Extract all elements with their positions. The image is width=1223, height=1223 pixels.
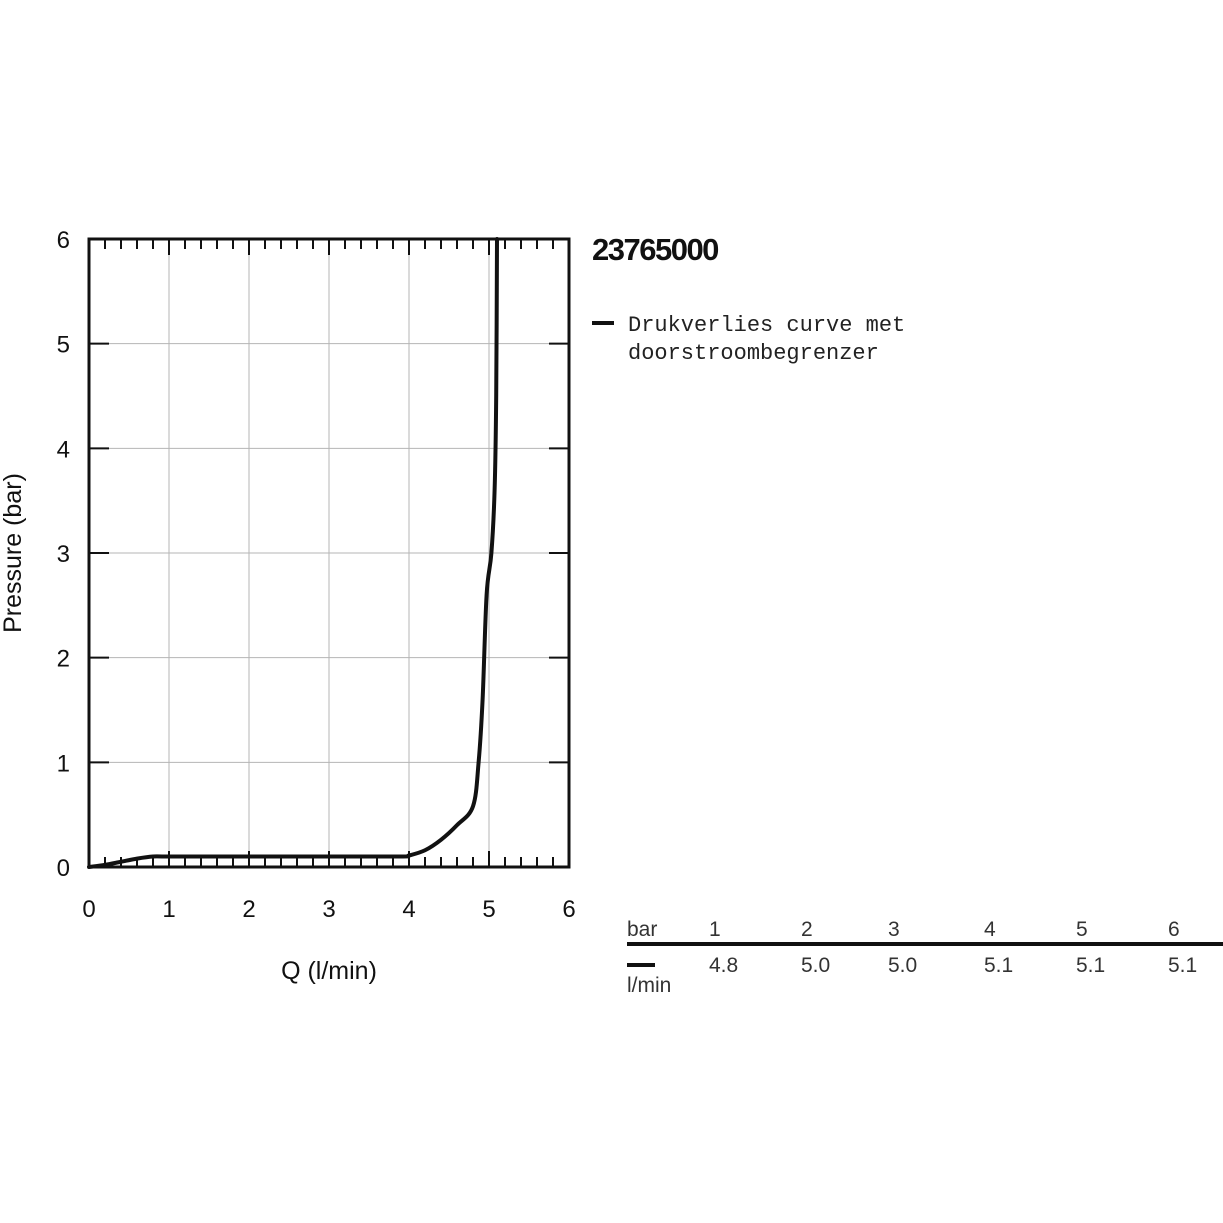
plot-frame <box>87 237 571 869</box>
pressure-unit-label: bar <box>627 918 658 941</box>
table-rule <box>627 942 1223 946</box>
x-tick-label: 4 <box>402 896 415 923</box>
grid <box>89 239 569 867</box>
y-tick-label: 6 <box>57 227 70 254</box>
x-tick-label: 6 <box>562 896 575 923</box>
y-tick-label: 2 <box>57 646 70 673</box>
table-line-swatch <box>627 963 655 967</box>
x-tick-label: 0 <box>82 896 95 923</box>
y-tick-label: 3 <box>57 541 70 568</box>
table-pressure-value: 5 <box>1076 918 1088 941</box>
y-tick-label: 1 <box>57 750 70 777</box>
table-flow-value: 5.0 <box>888 954 918 977</box>
table-pressure-value: 3 <box>888 918 900 941</box>
table-flow-value: 5.1 <box>1168 954 1198 977</box>
y-axis-title: Pressure (bar) <box>0 473 27 633</box>
x-tick-label: 1 <box>162 896 175 923</box>
chart-title: 23765000 <box>592 232 719 267</box>
flow-rate-table: bar l/min 1 2 3 4 5 6 4.8 5.0 5.0 5.1 5.1 5.1 <box>627 918 1223 1000</box>
x-axis-title: Q (l/min) <box>281 957 377 985</box>
legend-line-swatch <box>592 321 614 325</box>
legend-label: Drukverlies curve met doorstroombegrenze… <box>628 313 906 366</box>
table-pressure-value: 1 <box>709 918 721 941</box>
y-tick-label: 5 <box>57 332 70 359</box>
pressure-loss-curve <box>87 237 499 869</box>
table-pressure-value: 6 <box>1168 918 1180 941</box>
table-flow-value: 4.8 <box>709 954 739 977</box>
table-flow-value: 5.1 <box>984 954 1014 977</box>
x-tick-label: 5 <box>482 896 495 923</box>
x-tick-label: 3 <box>322 896 335 923</box>
x-tick-labels: 0 1 2 3 4 5 6 <box>82 896 575 923</box>
y-tick-label: 0 <box>57 855 70 882</box>
table-pressure-value: 4 <box>984 918 996 941</box>
table-flow-value: 5.1 <box>1076 954 1106 977</box>
table-flow-value: 5.0 <box>801 954 831 977</box>
table-pressure-value: 2 <box>801 918 813 941</box>
y-tick-labels: 0 1 2 3 4 5 6 <box>57 227 70 882</box>
y-tick-label: 4 <box>57 436 70 463</box>
flow-unit-label: l/min <box>627 974 672 997</box>
x-tick-label: 2 <box>242 896 255 923</box>
